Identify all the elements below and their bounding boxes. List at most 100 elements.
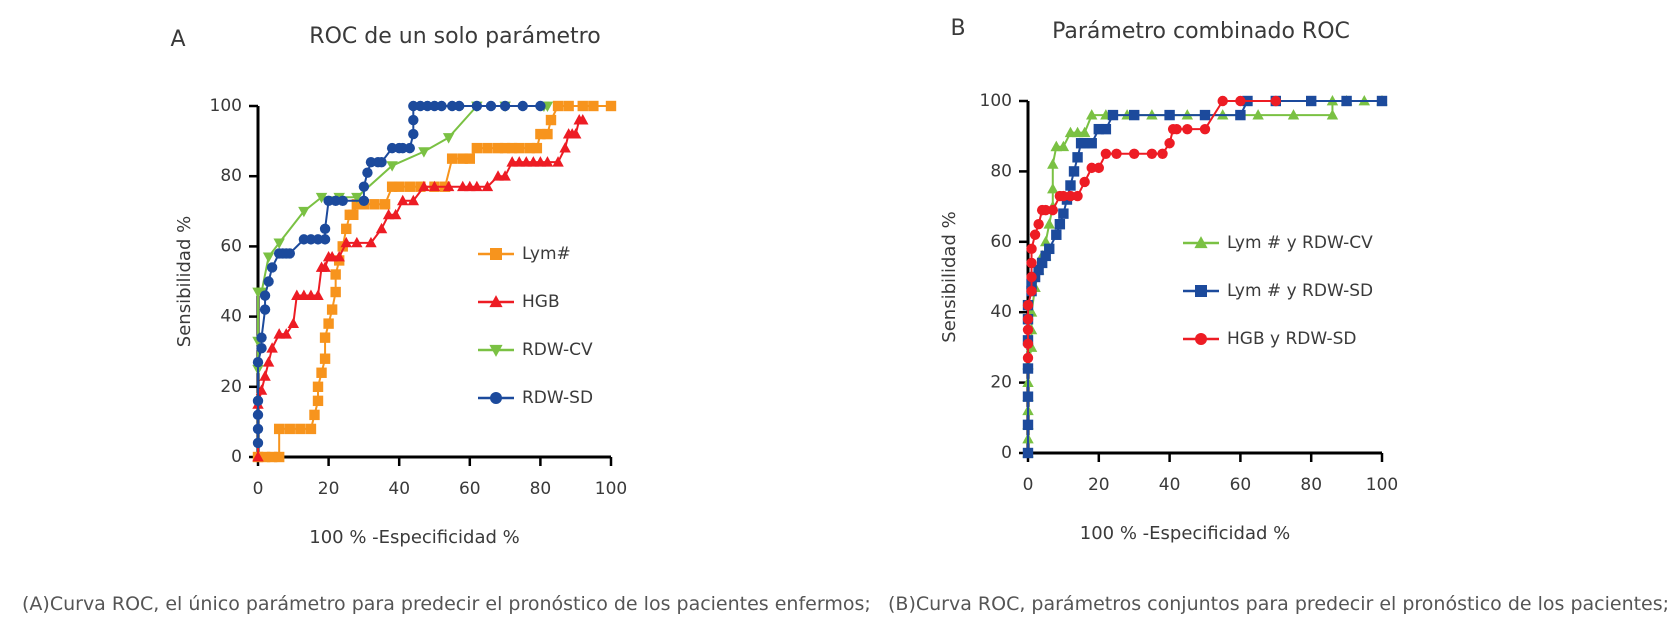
legend-item: RDW-SD	[478, 388, 593, 408]
data-point	[259, 304, 271, 315]
data-point	[1022, 299, 1034, 311]
data-point	[389, 208, 402, 220]
y-tick-label: 40	[990, 302, 1012, 322]
data-point	[315, 192, 328, 204]
data-point	[535, 100, 546, 112]
data-point	[1376, 95, 1388, 107]
data-point	[379, 199, 391, 210]
data-point	[273, 451, 285, 463]
data-point	[348, 209, 359, 221]
x-tick-label: 100	[1366, 475, 1398, 495]
data-point	[252, 395, 264, 407]
x-tick-label: 20	[318, 479, 340, 499]
legend-label: Lym # y RDW-SD	[1227, 281, 1373, 301]
legend-item: Lym # y RDW-CV	[1183, 233, 1373, 253]
caption-b: (B)Curva ROC, parámetros conjuntos para …	[888, 593, 1670, 615]
caption-a: (A)Curva ROC, el único parámetro para pr…	[22, 593, 871, 615]
data-point	[266, 342, 278, 353]
chart-title: Parámetro combinado ROC	[1052, 19, 1350, 44]
data-point	[252, 437, 264, 449]
y-tick-label: 80	[990, 161, 1012, 181]
data-point	[524, 142, 536, 154]
data-point	[1079, 138, 1090, 149]
data-point	[298, 206, 310, 218]
series-rdw-cv	[252, 101, 554, 376]
data-point	[1026, 257, 1037, 269]
legend-marker	[490, 392, 502, 404]
y-tick-label: 100	[210, 96, 242, 116]
data-point	[415, 181, 426, 192]
data-point	[256, 342, 267, 354]
data-point	[499, 100, 511, 112]
data-point	[358, 181, 370, 192]
data-point	[351, 192, 363, 204]
x-axis-label: 100 % -Especificidad %	[309, 527, 520, 548]
data-point	[1022, 391, 1034, 402]
y-axis-label: Sensibilidad %	[174, 216, 195, 347]
x-tick-label: 80	[530, 479, 552, 499]
data-point	[1065, 180, 1076, 191]
data-point	[333, 250, 345, 262]
data-point	[404, 181, 415, 192]
data-point	[552, 100, 564, 112]
data-point	[442, 133, 455, 144]
data-point	[316, 367, 327, 378]
data-point	[1054, 219, 1066, 230]
x-tick-label: 40	[1159, 475, 1181, 495]
data-point	[1029, 229, 1041, 240]
data-point	[605, 100, 617, 112]
data-point	[266, 262, 278, 273]
data-point	[305, 423, 317, 435]
legend-marker	[490, 248, 502, 260]
legend-marker	[1195, 285, 1207, 297]
x-tick-label: 100	[595, 479, 627, 499]
series-hgb-y-rdw-sd	[1022, 95, 1282, 364]
data-point	[1078, 126, 1091, 138]
legend-label: HGB	[522, 292, 560, 312]
data-point	[1235, 109, 1246, 121]
data-point	[1047, 158, 1059, 169]
data-point	[358, 195, 370, 206]
y-tick-label: 20	[990, 373, 1012, 393]
data-point	[259, 451, 271, 463]
data-point	[1043, 218, 1055, 229]
data-point	[569, 128, 582, 139]
data-point	[559, 142, 571, 153]
series-lym-y-rdw-sd	[1022, 95, 1388, 459]
data-point	[323, 318, 334, 329]
data-point	[394, 181, 405, 192]
data-point	[545, 114, 557, 126]
data-point	[408, 128, 419, 140]
data-point	[442, 180, 455, 192]
data-point	[1287, 109, 1300, 120]
data-point	[1026, 271, 1037, 283]
data-point	[375, 222, 388, 234]
legend-label: HGB y RDW-SD	[1227, 329, 1357, 349]
data-point	[319, 223, 331, 235]
data-point	[287, 317, 300, 329]
data-point	[1022, 419, 1034, 431]
data-point	[319, 353, 331, 364]
data-point	[1341, 95, 1352, 107]
legend-label: RDW-CV	[522, 340, 593, 360]
x-tick-label: 0	[1023, 475, 1034, 495]
y-tick-label: 20	[220, 377, 242, 397]
data-point	[418, 180, 430, 192]
data-point	[446, 153, 458, 164]
data-point	[341, 223, 352, 235]
data-point	[471, 142, 483, 154]
data-point	[252, 423, 264, 435]
legend: Lym # y RDW-CV Lym # y RDW-SD HGB y RDW-SD	[1183, 233, 1373, 349]
data-point	[1129, 109, 1140, 121]
data-point	[259, 290, 271, 301]
panel-label: B	[950, 16, 965, 41]
data-point	[457, 153, 468, 164]
x-tick-label: 80	[1300, 475, 1322, 495]
data-point	[273, 423, 285, 435]
data-point	[1044, 243, 1055, 255]
data-point	[541, 156, 554, 167]
y-tick-label: 0	[1001, 443, 1012, 463]
data-point	[1157, 148, 1168, 159]
data-point	[319, 234, 331, 245]
data-point	[266, 451, 278, 463]
